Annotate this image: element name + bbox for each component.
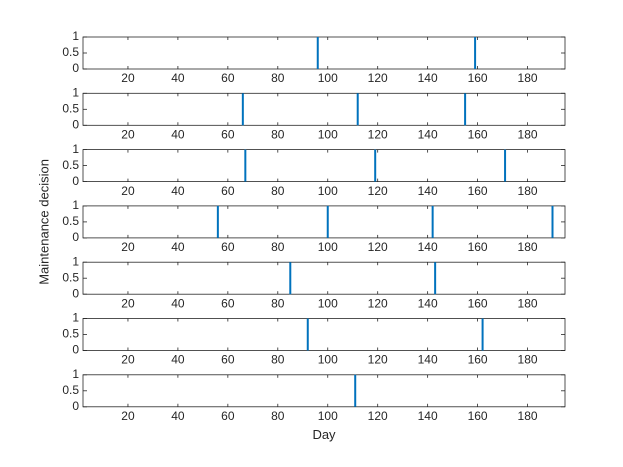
x-tick-label: 160 xyxy=(468,409,488,423)
x-tick-label: 120 xyxy=(368,184,388,198)
x-tick-label: 40 xyxy=(171,127,185,141)
x-tick-label: 180 xyxy=(518,71,538,85)
y-tick-label: 0.5 xyxy=(62,158,79,172)
x-tick-label: 20 xyxy=(121,353,135,367)
x-tick-label: 60 xyxy=(221,71,235,85)
x-tick-label: 140 xyxy=(418,127,438,141)
x-tick-label: 180 xyxy=(518,353,538,367)
x-tick-label: 40 xyxy=(171,296,185,310)
x-tick-label: 80 xyxy=(271,127,285,141)
x-tick-label: 40 xyxy=(171,184,185,198)
x-tick-label: 80 xyxy=(271,184,285,198)
axes-box xyxy=(82,374,566,408)
x-tick-label: 120 xyxy=(368,353,388,367)
y-tick-label: 1 xyxy=(72,367,79,381)
x-tick-label: 180 xyxy=(518,127,538,141)
x-tick-label: 100 xyxy=(318,409,338,423)
x-tick-label: 40 xyxy=(171,240,185,254)
x-tick-label: 20 xyxy=(121,184,135,198)
x-tick-label: 40 xyxy=(171,409,185,423)
x-tick-label: 60 xyxy=(221,296,235,310)
x-tick-label: 20 xyxy=(121,71,135,85)
x-axis-label: Day xyxy=(312,427,336,442)
x-tick-label: 60 xyxy=(221,184,235,198)
x-tick-label: 100 xyxy=(318,353,338,367)
x-tick-label: 140 xyxy=(418,71,438,85)
x-tick-label: 20 xyxy=(121,127,135,141)
x-tick-label: 100 xyxy=(318,240,338,254)
x-tick-label: 120 xyxy=(368,296,388,310)
x-tick-label: 20 xyxy=(121,240,135,254)
x-tick-label: 20 xyxy=(121,409,135,423)
y-tick-label: 0 xyxy=(72,230,79,244)
axes-box xyxy=(82,36,566,70)
x-tick-label: 100 xyxy=(318,296,338,310)
y-tick-label: 0.5 xyxy=(62,270,79,284)
x-tick-label: 120 xyxy=(368,240,388,254)
x-tick-label: 100 xyxy=(318,127,338,141)
y-tick-label: 0 xyxy=(72,343,79,357)
x-tick-label: 180 xyxy=(518,409,538,423)
x-tick-label: 120 xyxy=(368,71,388,85)
x-tick-label: 140 xyxy=(418,353,438,367)
x-tick-label: 160 xyxy=(468,184,488,198)
y-tick-label: 1 xyxy=(72,254,79,268)
x-tick-label: 180 xyxy=(518,184,538,198)
x-tick-label: 40 xyxy=(171,353,185,367)
axes-box xyxy=(82,149,566,183)
y-tick-label: 0 xyxy=(72,399,79,413)
x-tick-label: 180 xyxy=(518,240,538,254)
x-tick-label: 160 xyxy=(468,353,488,367)
x-tick-label: 140 xyxy=(418,296,438,310)
x-tick-label: 60 xyxy=(221,353,235,367)
y-tick-label: 0.5 xyxy=(62,383,79,397)
y-tick-label: 1 xyxy=(72,198,79,212)
x-tick-label: 20 xyxy=(121,296,135,310)
y-tick-label: 0.5 xyxy=(62,327,79,341)
x-tick-label: 140 xyxy=(418,409,438,423)
y-tick-label: 1 xyxy=(72,29,79,43)
x-tick-label: 40 xyxy=(171,71,185,85)
axes-box xyxy=(82,318,566,351)
y-tick-label: 0.5 xyxy=(62,214,79,228)
x-tick-label: 80 xyxy=(271,353,285,367)
y-axis-label: Maintenance decision xyxy=(36,159,51,285)
x-tick-label: 60 xyxy=(221,409,235,423)
y-tick-label: 0 xyxy=(72,286,79,300)
x-tick-label: 160 xyxy=(468,71,488,85)
y-tick-label: 1 xyxy=(72,311,79,325)
x-tick-label: 60 xyxy=(221,127,235,141)
x-tick-label: 160 xyxy=(468,240,488,254)
x-tick-label: 80 xyxy=(271,409,285,423)
y-tick-label: 0 xyxy=(72,174,79,188)
x-tick-label: 160 xyxy=(468,127,488,141)
y-tick-label: 0 xyxy=(72,117,79,131)
y-tick-label: 1 xyxy=(72,85,79,99)
x-tick-label: 140 xyxy=(418,184,438,198)
axes-box xyxy=(82,205,566,239)
x-tick-label: 180 xyxy=(518,296,538,310)
x-tick-label: 120 xyxy=(368,127,388,141)
y-tick-label: 0.5 xyxy=(62,101,79,115)
axes-box xyxy=(82,261,566,295)
y-tick-label: 0.5 xyxy=(62,45,79,59)
x-tick-label: 100 xyxy=(318,71,338,85)
x-tick-label: 60 xyxy=(221,240,235,254)
x-tick-label: 120 xyxy=(368,409,388,423)
y-tick-label: 0 xyxy=(72,61,79,75)
x-tick-label: 80 xyxy=(271,296,285,310)
x-tick-label: 100 xyxy=(318,184,338,198)
y-tick-label: 1 xyxy=(72,142,79,156)
x-tick-label: 160 xyxy=(468,296,488,310)
x-tick-label: 80 xyxy=(271,240,285,254)
x-tick-label: 80 xyxy=(271,71,285,85)
x-tick-label: 140 xyxy=(418,240,438,254)
axes-box xyxy=(82,92,566,126)
